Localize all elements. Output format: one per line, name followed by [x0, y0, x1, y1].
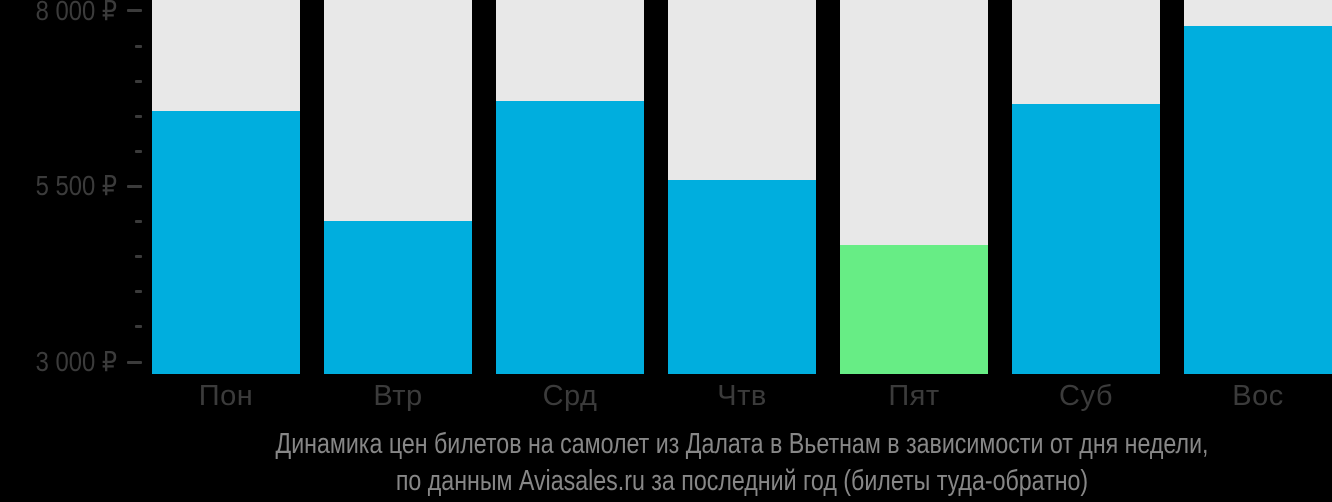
y-axis-minor-tick [135, 149, 142, 153]
y-axis-major-tick [127, 360, 142, 364]
bar-sat [1012, 103, 1160, 374]
y-axis-minor-tick [135, 255, 142, 259]
y-axis-minor-tick [135, 44, 142, 48]
y-axis-minor-tick [135, 79, 142, 83]
bar-fri [840, 245, 988, 374]
y-axis-major-tick [127, 9, 142, 13]
y-axis-label: 3 000 ₽ [35, 346, 117, 378]
y-axis-label: 5 500 ₽ [35, 170, 117, 202]
y-axis-major-tick [127, 184, 142, 188]
chart-subtitle: по данным Aviasales.ru за последний год … [395, 465, 1089, 497]
x-axis-label-thu: Чтв [717, 380, 767, 412]
x-axis-label-sat: Суб [1059, 380, 1113, 412]
x-axis-label-tue: Втр [373, 380, 423, 412]
y-axis-minor-tick [135, 114, 142, 118]
y-axis-minor-tick [135, 325, 142, 329]
x-axis-label-sun: Вос [1232, 380, 1284, 412]
bar-sun [1184, 25, 1332, 374]
bar-wed [496, 100, 644, 374]
chart-title: Динамика цен билетов на самолет из Далат… [275, 428, 1209, 460]
chart-caption: Динамика цен билетов на самолет из Далат… [270, 426, 1214, 500]
x-axis-label-wed: Срд [542, 380, 598, 412]
y-axis-minor-tick [135, 290, 142, 294]
bar-tue [324, 220, 472, 374]
x-axis-label-fri: Пят [888, 380, 940, 412]
y-axis-label: 8 000 ₽ [35, 0, 117, 26]
y-axis-minor-tick [135, 220, 142, 224]
x-axis-label-mon: Пон [198, 380, 254, 412]
bar-thu [668, 180, 816, 374]
bar-mon [152, 110, 300, 374]
